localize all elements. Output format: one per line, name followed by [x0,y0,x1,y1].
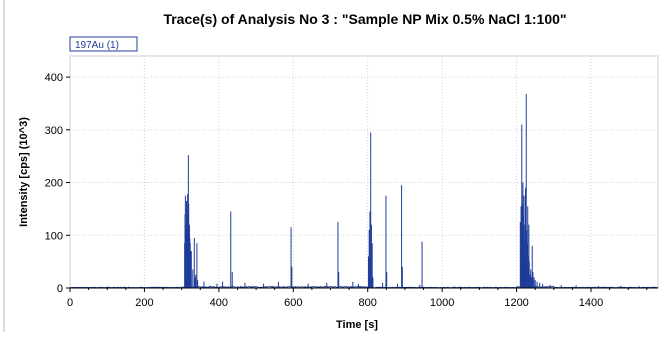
x-tick-label: 1400 [579,297,603,309]
x-tick-labels: 0 200 400 600 800 1000 1200 1400 [67,297,603,309]
legend[interactable]: 197Au (1) [69,36,138,52]
legend-box[interactable] [69,36,138,52]
plot-frame [69,55,659,289]
y-tick-label: 400 [45,72,63,84]
plot-area [66,55,659,292]
x-tick-label: 0 [67,297,73,309]
x-tick-label: 800 [359,297,377,309]
grid-lines [66,56,658,292]
y-tick-label: 0 [57,283,63,295]
y-tick-label: 100 [45,230,63,242]
y-tick-labels: 0 100 200 300 400 [45,72,63,295]
y-axis-label: Intensity [cps] (10^3) [18,117,30,227]
legend-item-label: 197Au (1) [75,40,119,51]
y-tick-label: 300 [45,125,63,137]
x-axis-label: Time [s] [336,319,378,331]
chart-title: Trace(s) of Analysis No 3 : "Sample NP M… [163,11,566,27]
x-tick-label: 600 [284,297,302,309]
x-tick-label: 1200 [504,297,528,309]
x-tick-label: 1000 [430,297,454,309]
x-tick-label: 200 [135,297,153,309]
x-tick-label: 400 [210,297,228,309]
baseline-trace [70,284,659,289]
y-tick-label: 200 [45,178,63,190]
